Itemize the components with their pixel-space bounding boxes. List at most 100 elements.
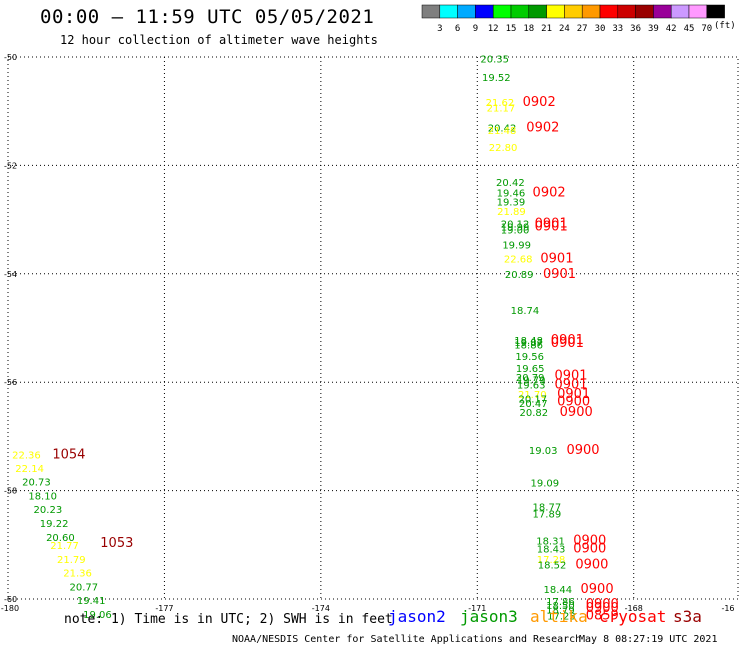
wave-height-label: 19.09 [530, 478, 559, 489]
colorbar-label: 33 [612, 24, 623, 34]
colorbar-label: 9 [473, 24, 478, 34]
wave-height-label: 18.77 [533, 502, 562, 513]
pass-time-label: 0902 [533, 186, 566, 201]
wave-height-label: 19.65 [516, 364, 545, 375]
pass-time-label: 0900 [575, 557, 608, 572]
wave-height-label: 20.17 [518, 394, 547, 405]
wave-height-label: 20.42 [488, 123, 517, 134]
wave-height-label: 22.80 [489, 143, 518, 154]
wave-height-label: 19.39 [497, 198, 526, 209]
wave-height-label: 20.35 [480, 55, 509, 66]
colorbar: 3 6 9 12 15 18 21 24 27 30 33 36 39 42 45 70 [421, 4, 725, 34]
wave-height-label: 19.46 [497, 189, 526, 200]
footnote: note: 1) Time is in UTC; 2) SWH is in fe… [64, 612, 393, 627]
colorbar-label: 70 [701, 24, 712, 34]
wave-height-label: 21.17 [487, 103, 516, 114]
pass-time-label: 0900 [581, 582, 614, 597]
pass-time-label: 0900 [573, 533, 606, 548]
wave-height-label: 20.12 [501, 219, 530, 230]
wave-height-label: 19.22 [40, 519, 69, 530]
wave-height-label: 18.52 [538, 560, 567, 571]
plot-frame [7, 56, 739, 600]
y-tick-label: -60 [4, 595, 17, 604]
wave-height-label: 19.41 [77, 596, 106, 607]
wave-height-label: 19.00 [501, 225, 530, 236]
wave-height-label: 17.28 [537, 555, 566, 566]
pass-time-label: 0901 [551, 336, 584, 351]
colorbar-label: 27 [577, 24, 588, 34]
pass-time-label: 1054 [52, 447, 85, 462]
wave-height-label: 22.68 [504, 255, 533, 266]
pass-time-label: 1053 [100, 536, 133, 551]
colorbar-label: 45 [684, 24, 695, 34]
colorbar-label: 18 [523, 24, 534, 34]
pass-time-label: 0900 [566, 443, 599, 458]
wave-height-label: 21.62 [486, 98, 515, 109]
legend-jason2: jason2 [388, 607, 446, 626]
wave-height-label: 20.73 [22, 477, 51, 488]
wave-height-label: 22.14 [15, 464, 44, 475]
generated-timestamp: May 8 08:27:19 UTC 2021 [579, 634, 718, 645]
wave-height-label: 22.36 [12, 450, 41, 461]
y-tick-label: -54 [4, 270, 17, 279]
colorbar-label: 42 [666, 24, 677, 34]
colorbar-swatch [706, 4, 725, 19]
wave-height-label: 21.36 [63, 568, 92, 579]
wave-height-label: 18.10 [28, 491, 57, 502]
legend-jason3: jason3 [460, 607, 518, 626]
y-tick-label: -50 [4, 53, 17, 62]
pass-time-label: 0901 [540, 252, 573, 267]
wave-height-label: 20.47 [519, 399, 548, 410]
wave-height-label: 20.60 [46, 533, 75, 544]
colorbar-label: 30 [595, 24, 606, 34]
wave-height-label: 19.63 [517, 380, 546, 391]
wave-height-label: 21.48 [488, 126, 517, 137]
pass-time-label: 0900 [557, 395, 590, 410]
wave-height-label: 18.43 [537, 545, 566, 556]
wave-height-label: 21.89 [497, 207, 526, 218]
x-tick-label: -174 [312, 604, 330, 613]
colorbar-label: 24 [559, 24, 570, 34]
pass-time-label: 0859 [586, 608, 619, 620]
x-tick-label: -168 [625, 604, 643, 613]
wave-height-label: 19.99 [501, 223, 530, 234]
wave-height-label: 19.99 [502, 241, 531, 252]
wave-height-label: 18.44 [544, 585, 573, 596]
wave-height-label: 20.89 [505, 270, 534, 281]
pass-time-label: 0901 [557, 387, 590, 402]
colorbar-label: 3 [437, 24, 442, 34]
wave-height-label: 20.82 [520, 408, 549, 419]
colorbar-unit: (ft) [714, 21, 736, 31]
pass-time-label: 0901 [551, 333, 584, 348]
wave-height-label: 20.42 [496, 178, 525, 189]
wave-height-label: 19.03 [529, 446, 558, 457]
wave-height-label: 20.79 [516, 373, 545, 384]
pass-time-label: 0902 [523, 95, 556, 110]
wave-height-label: 20.77 [70, 583, 99, 594]
wave-height-label: 17.23 [547, 611, 576, 620]
pass-time-label: 0901 [535, 220, 568, 235]
legend-s3a: s3a [673, 607, 702, 626]
colorbar-label: 39 [648, 24, 659, 34]
x-tick-label: -171 [468, 604, 486, 613]
wave-height-label: 20.23 [34, 505, 63, 516]
colorbar-label: 6 [455, 24, 460, 34]
y-tick-label: -52 [4, 161, 17, 170]
page-subtitle: 12 hour collection of altimeter wave hei… [60, 33, 378, 47]
legend-altika: altika [530, 607, 588, 626]
wave-height-label: 19.79 [517, 375, 546, 386]
x-tick-label: -180 [1, 604, 19, 613]
wave-height-label: 18.79 [546, 605, 575, 616]
pass-time-label: 0900 [586, 601, 619, 616]
page-title: 00:00 – 11:59 UTC 05/05/2021 [40, 6, 375, 28]
pass-time-label: 0900 [560, 405, 593, 420]
colorbar-label: 15 [506, 24, 517, 34]
wave-height-label: 18.86 [514, 340, 543, 351]
wave-height-label: 19.56 [515, 352, 544, 363]
pass-time-label: 0901 [554, 377, 587, 392]
pass-time-label: 0901 [543, 267, 576, 282]
pass-time-label: 0900 [573, 542, 606, 557]
wave-height-label: 18.48 [514, 336, 543, 347]
colorbar-label: 21 [541, 24, 552, 34]
